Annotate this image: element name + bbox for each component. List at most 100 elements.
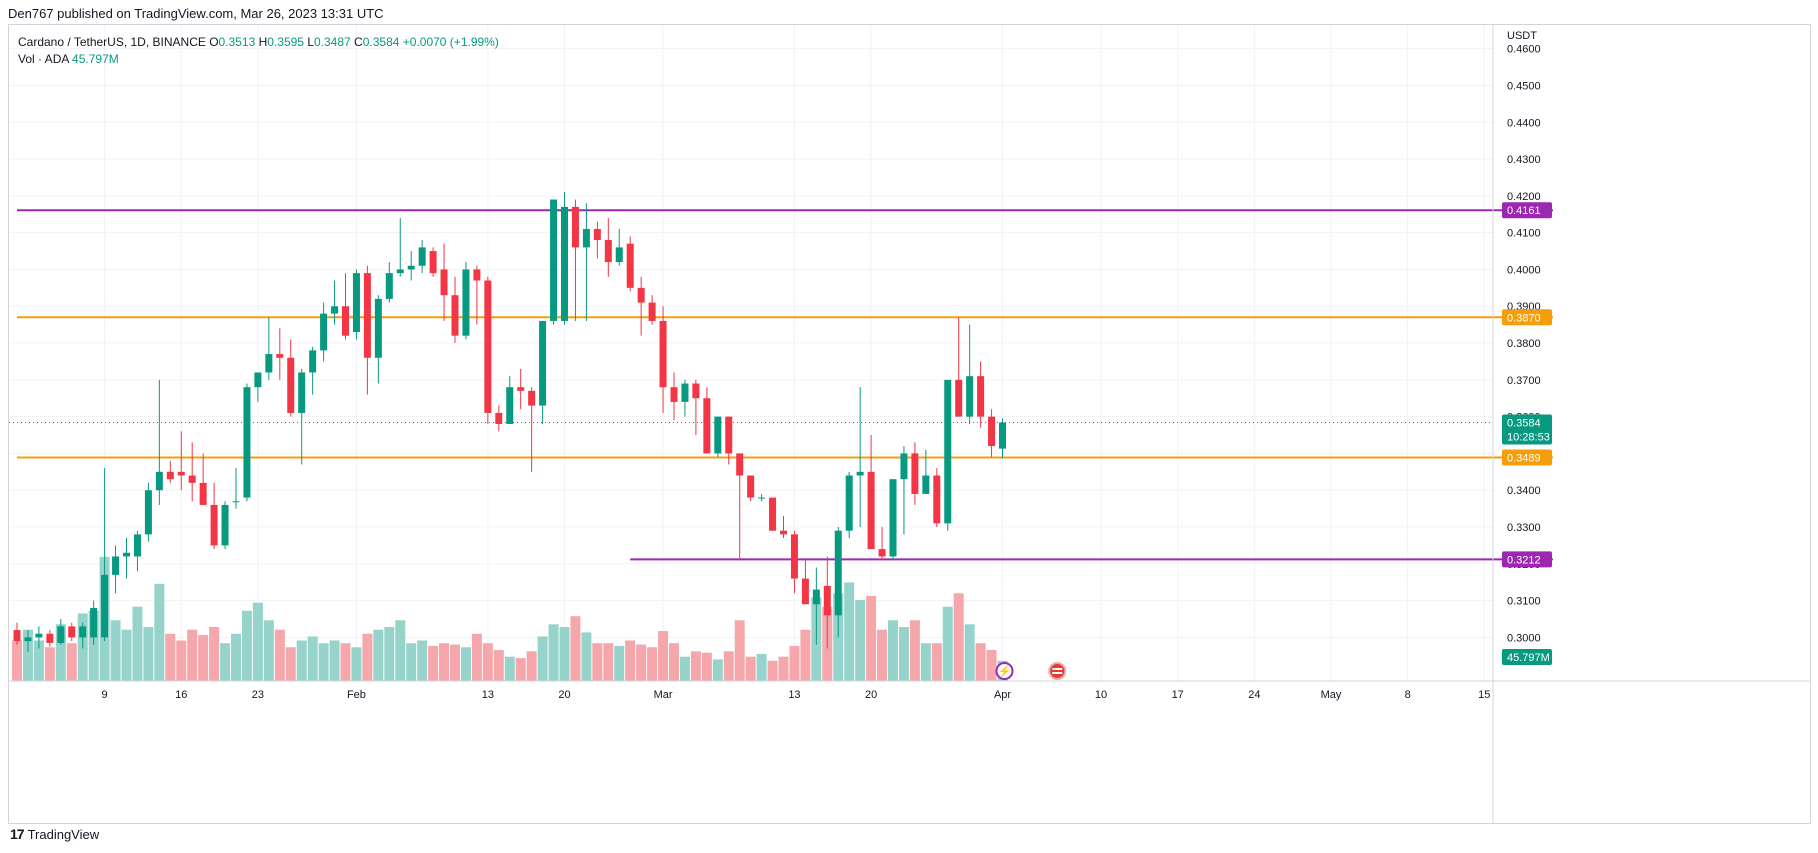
footer-brand[interactable]: 17 TradingView bbox=[10, 826, 99, 842]
candle-body bbox=[232, 501, 240, 503]
volume-bar bbox=[712, 659, 723, 681]
candle bbox=[900, 446, 908, 535]
volume-bar bbox=[428, 645, 439, 681]
price-tick-label: 0.4200 bbox=[1507, 191, 1541, 203]
volume-bar bbox=[66, 643, 77, 681]
candle bbox=[495, 405, 503, 432]
candle bbox=[418, 240, 426, 274]
volume-bar bbox=[920, 643, 931, 681]
time-tick-label: 23 bbox=[252, 689, 264, 701]
candle-body bbox=[966, 376, 974, 417]
time-tick-label: 20 bbox=[865, 689, 877, 701]
candle bbox=[714, 416, 722, 458]
candle bbox=[845, 471, 853, 539]
candle-body bbox=[834, 530, 842, 616]
volume-bar bbox=[351, 647, 362, 681]
level-price-tag: 0.3212 bbox=[1502, 551, 1552, 568]
level-price-tag-text: 0.3489 bbox=[1507, 452, 1541, 464]
candle-body bbox=[407, 265, 415, 270]
volume-bar bbox=[406, 643, 417, 681]
candle bbox=[889, 479, 897, 561]
symbol-title[interactable]: Cardano / TetherUS, 1D, BINANCE bbox=[18, 35, 206, 49]
candle bbox=[747, 475, 755, 502]
volume-bar bbox=[154, 583, 165, 681]
candle bbox=[155, 379, 163, 505]
candle-body bbox=[429, 251, 437, 274]
time-tick-label: 20 bbox=[558, 689, 570, 701]
candle-body bbox=[528, 390, 536, 406]
candle-body bbox=[276, 354, 284, 358]
volume-bar bbox=[866, 595, 877, 681]
price-tags: 0.4161 0.3870 0.3489 0.3212 0.3584 10:28:53 45… bbox=[1502, 202, 1552, 665]
volume-label[interactable]: Vol · ADA bbox=[18, 52, 69, 66]
low-value: 0.3487 bbox=[314, 35, 351, 49]
volume-bar bbox=[263, 620, 274, 681]
grid-lines bbox=[9, 25, 1493, 681]
candlesticks bbox=[13, 192, 1006, 653]
volume-bar bbox=[614, 645, 625, 681]
volume-bar bbox=[844, 582, 855, 681]
level-price-tag-text: 0.3212 bbox=[1507, 554, 1541, 566]
high-label: H bbox=[258, 35, 268, 49]
price-chart[interactable]: USDT0.30000.31000.32000.33000.34000.3500… bbox=[9, 25, 1810, 823]
candle bbox=[878, 527, 886, 561]
time-axis[interactable]: 9 16 23 Feb 13 20 Mar 13 20 Apr 10 17 24 May 8 15 bbox=[102, 689, 1491, 701]
candle-body bbox=[46, 633, 54, 643]
volume-bar bbox=[658, 631, 669, 681]
candle-body bbox=[933, 475, 941, 524]
candle bbox=[944, 379, 952, 531]
candle bbox=[692, 379, 700, 436]
volume-bar bbox=[964, 624, 975, 681]
event-icons[interactable]: ⚡ bbox=[995, 662, 1067, 680]
candle bbox=[265, 317, 273, 380]
time-tick-label: 15 bbox=[1478, 689, 1490, 701]
candle bbox=[374, 295, 382, 384]
candle-body bbox=[867, 471, 875, 550]
candle bbox=[101, 468, 109, 642]
time-tick-label: Feb bbox=[347, 689, 366, 701]
volume-bar bbox=[417, 640, 428, 681]
volume-bar bbox=[460, 647, 471, 681]
volume-bar bbox=[482, 643, 493, 681]
candle bbox=[823, 556, 831, 649]
volume-bar bbox=[756, 654, 767, 681]
time-tick-label: 8 bbox=[1405, 689, 1411, 701]
candle bbox=[210, 482, 218, 550]
candle bbox=[188, 442, 196, 502]
candle-body bbox=[747, 475, 755, 498]
candle-body bbox=[473, 269, 481, 281]
candle-body bbox=[571, 206, 579, 248]
volume-bar bbox=[931, 643, 942, 681]
volume-bar bbox=[340, 643, 351, 681]
time-tick-label: 9 bbox=[102, 689, 108, 701]
candle bbox=[429, 247, 437, 277]
price-tick-label: 0.3300 bbox=[1507, 522, 1541, 534]
volume-bar bbox=[690, 651, 701, 681]
volume-bar bbox=[296, 640, 307, 681]
candle-body bbox=[331, 306, 339, 314]
publisher-line: Den767 published on TradingView.com, Mar… bbox=[8, 6, 384, 21]
price-tick-label: 0.3100 bbox=[1507, 596, 1541, 608]
volume-bar bbox=[252, 602, 263, 681]
candle bbox=[144, 482, 152, 542]
candle-body bbox=[199, 482, 207, 505]
volume-bar bbox=[537, 636, 548, 681]
candle-body bbox=[254, 372, 262, 388]
candle-body bbox=[604, 240, 612, 263]
candle-body bbox=[812, 589, 820, 605]
candle bbox=[922, 449, 930, 494]
candle-body bbox=[451, 295, 459, 336]
candle-body bbox=[79, 626, 87, 638]
candle-body bbox=[484, 280, 492, 413]
candle-body bbox=[35, 633, 43, 638]
volume-bar bbox=[241, 610, 252, 681]
candle bbox=[133, 530, 141, 572]
candle bbox=[243, 383, 251, 502]
candle-body bbox=[517, 387, 525, 391]
volume-bar bbox=[450, 644, 460, 681]
volume-bar bbox=[625, 640, 636, 681]
horizontal-level-lines[interactable] bbox=[9, 209, 1553, 561]
candle bbox=[123, 538, 130, 579]
volume-bar bbox=[767, 660, 778, 681]
candle bbox=[911, 442, 919, 505]
